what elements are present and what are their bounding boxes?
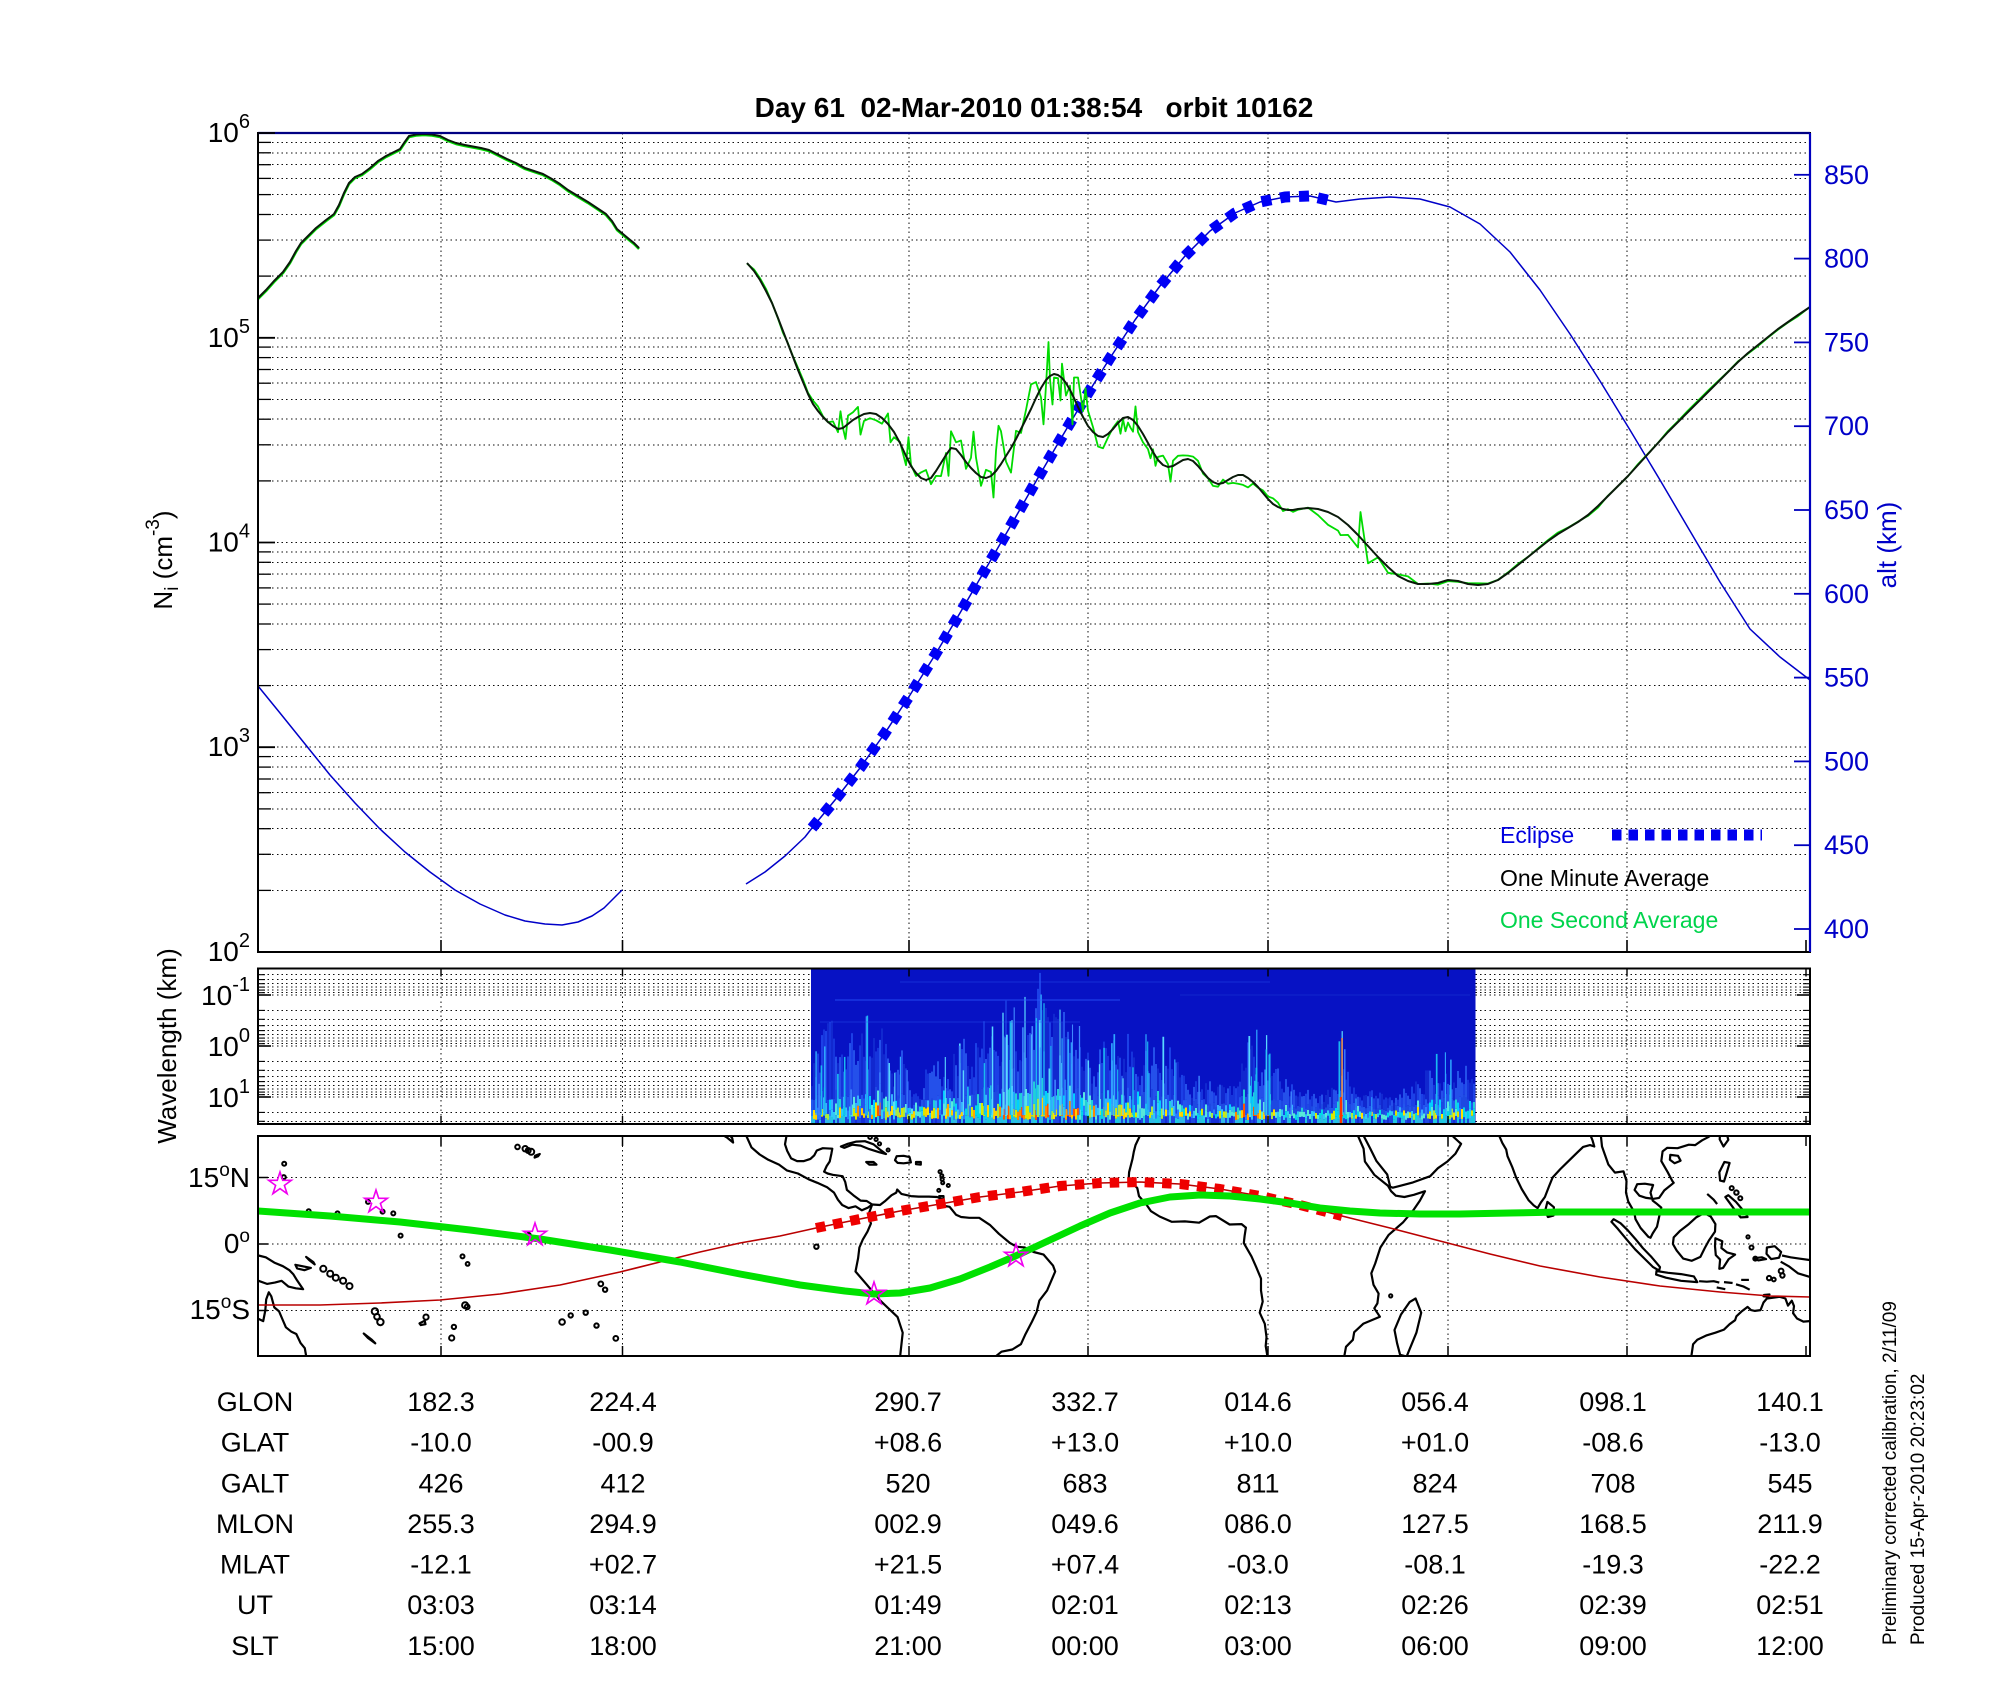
svg-text:450: 450 bbox=[1824, 830, 1869, 860]
svg-text:01:49: 01:49 bbox=[874, 1590, 942, 1620]
svg-text:MLAT: MLAT bbox=[220, 1550, 290, 1580]
svg-text:UT: UT bbox=[237, 1590, 273, 1620]
svg-text:15oS: 15oS bbox=[190, 1292, 250, 1325]
svg-text:545: 545 bbox=[1767, 1468, 1812, 1498]
svg-text:-08.6: -08.6 bbox=[1582, 1428, 1644, 1458]
svg-text:-12.1: -12.1 bbox=[410, 1550, 472, 1580]
svg-text:02:01: 02:01 bbox=[1051, 1590, 1119, 1620]
svg-text:650: 650 bbox=[1824, 495, 1869, 525]
svg-text:211.9: 211.9 bbox=[1757, 1509, 1823, 1539]
svg-text:168.5: 168.5 bbox=[1579, 1509, 1647, 1539]
svg-text:700: 700 bbox=[1824, 411, 1869, 441]
svg-text:03:00: 03:00 bbox=[1224, 1631, 1292, 1661]
svg-text:294.9: 294.9 bbox=[589, 1509, 657, 1539]
svg-text:412: 412 bbox=[600, 1468, 645, 1498]
svg-text:Produced 15-Apr-2010 20:23:02: Produced 15-Apr-2010 20:23:02 bbox=[1908, 1374, 1929, 1645]
svg-text:500: 500 bbox=[1824, 746, 1869, 776]
svg-text:-10.0: -10.0 bbox=[410, 1428, 472, 1458]
svg-text:02:39: 02:39 bbox=[1579, 1590, 1647, 1620]
svg-text:SLT: SLT bbox=[231, 1631, 279, 1661]
svg-text:182.3: 182.3 bbox=[407, 1387, 475, 1417]
svg-text:One Second Average: One Second Average bbox=[1500, 907, 1718, 933]
svg-text:850: 850 bbox=[1824, 160, 1869, 190]
svg-text:-08.1: -08.1 bbox=[1404, 1550, 1466, 1580]
svg-text:+08.6: +08.6 bbox=[874, 1428, 942, 1458]
svg-text:800: 800 bbox=[1824, 244, 1869, 274]
svg-text:-19.3: -19.3 bbox=[1582, 1550, 1644, 1580]
svg-text:014.6: 014.6 bbox=[1224, 1387, 1292, 1417]
svg-text:600: 600 bbox=[1824, 579, 1869, 609]
svg-text:-13.0: -13.0 bbox=[1759, 1428, 1821, 1458]
svg-text:Day 61 02-Mar-2010 01:38:54: Day 61 02-Mar-2010 01:38:54 orbit 10162 bbox=[755, 92, 1314, 123]
svg-text:12:00: 12:00 bbox=[1756, 1631, 1824, 1661]
svg-text:520: 520 bbox=[885, 1468, 930, 1498]
svg-text:+02.7: +02.7 bbox=[589, 1550, 657, 1580]
svg-text:550: 550 bbox=[1824, 663, 1869, 693]
svg-text:+10.0: +10.0 bbox=[1224, 1428, 1292, 1458]
svg-text:21:00: 21:00 bbox=[874, 1631, 942, 1661]
svg-text:086.0: 086.0 bbox=[1224, 1509, 1292, 1539]
svg-text:02:51: 02:51 bbox=[1756, 1590, 1824, 1620]
svg-text:098.1: 098.1 bbox=[1579, 1387, 1647, 1417]
svg-text:426: 426 bbox=[418, 1468, 463, 1498]
svg-text:03:03: 03:03 bbox=[407, 1590, 475, 1620]
svg-text:02:13: 02:13 bbox=[1224, 1590, 1292, 1620]
svg-text:332.7: 332.7 bbox=[1051, 1387, 1119, 1417]
svg-text:049.6: 049.6 bbox=[1051, 1509, 1119, 1539]
svg-text:One Minute Average: One Minute Average bbox=[1500, 865, 1709, 891]
svg-text:MLON: MLON bbox=[216, 1509, 294, 1539]
svg-text:15oN: 15oN bbox=[188, 1160, 250, 1193]
svg-text:Eclipse: Eclipse bbox=[1500, 822, 1574, 848]
svg-text:-22.2: -22.2 bbox=[1759, 1550, 1821, 1580]
svg-text:056.4: 056.4 bbox=[1401, 1387, 1469, 1417]
svg-text:708: 708 bbox=[1590, 1468, 1635, 1498]
svg-text:824: 824 bbox=[1412, 1468, 1457, 1498]
svg-text:GALT: GALT bbox=[221, 1468, 290, 1498]
svg-text:+13.0: +13.0 bbox=[1051, 1428, 1119, 1458]
svg-text:-00.9: -00.9 bbox=[592, 1428, 654, 1458]
svg-text:-03.0: -03.0 bbox=[1227, 1550, 1289, 1580]
svg-text:03:14: 03:14 bbox=[589, 1590, 657, 1620]
svg-text:127.5: 127.5 bbox=[1401, 1509, 1469, 1539]
svg-text:+07.4: +07.4 bbox=[1051, 1550, 1119, 1580]
svg-text:+21.5: +21.5 bbox=[874, 1550, 942, 1580]
svg-text:290.7: 290.7 bbox=[874, 1387, 942, 1417]
svg-text:255.3: 255.3 bbox=[407, 1509, 475, 1539]
svg-text:GLAT: GLAT bbox=[221, 1428, 290, 1458]
svg-text:811: 811 bbox=[1236, 1468, 1279, 1498]
svg-text:002.9: 002.9 bbox=[874, 1509, 942, 1539]
svg-text:06:00: 06:00 bbox=[1401, 1631, 1469, 1661]
svg-text:09:00: 09:00 bbox=[1579, 1631, 1647, 1661]
svg-text:140.1: 140.1 bbox=[1756, 1387, 1824, 1417]
svg-text:Wavelength (km): Wavelength (km) bbox=[152, 948, 182, 1144]
svg-text:GLON: GLON bbox=[217, 1387, 294, 1417]
svg-text:00:00: 00:00 bbox=[1051, 1631, 1119, 1661]
svg-text:02:26: 02:26 bbox=[1401, 1590, 1469, 1620]
svg-text:15:00: 15:00 bbox=[407, 1631, 475, 1661]
svg-text:alt (km): alt (km) bbox=[1872, 502, 1902, 589]
svg-text:400: 400 bbox=[1824, 914, 1869, 944]
svg-text:750: 750 bbox=[1824, 327, 1869, 357]
svg-text:Preliminary corrected calibrat: Preliminary corrected calibration, 2/11/… bbox=[1880, 1301, 1901, 1645]
svg-text:224.4: 224.4 bbox=[589, 1387, 657, 1417]
svg-text:18:00: 18:00 bbox=[589, 1631, 657, 1661]
svg-text:+01.0: +01.0 bbox=[1401, 1428, 1469, 1458]
svg-text:683: 683 bbox=[1062, 1468, 1107, 1498]
